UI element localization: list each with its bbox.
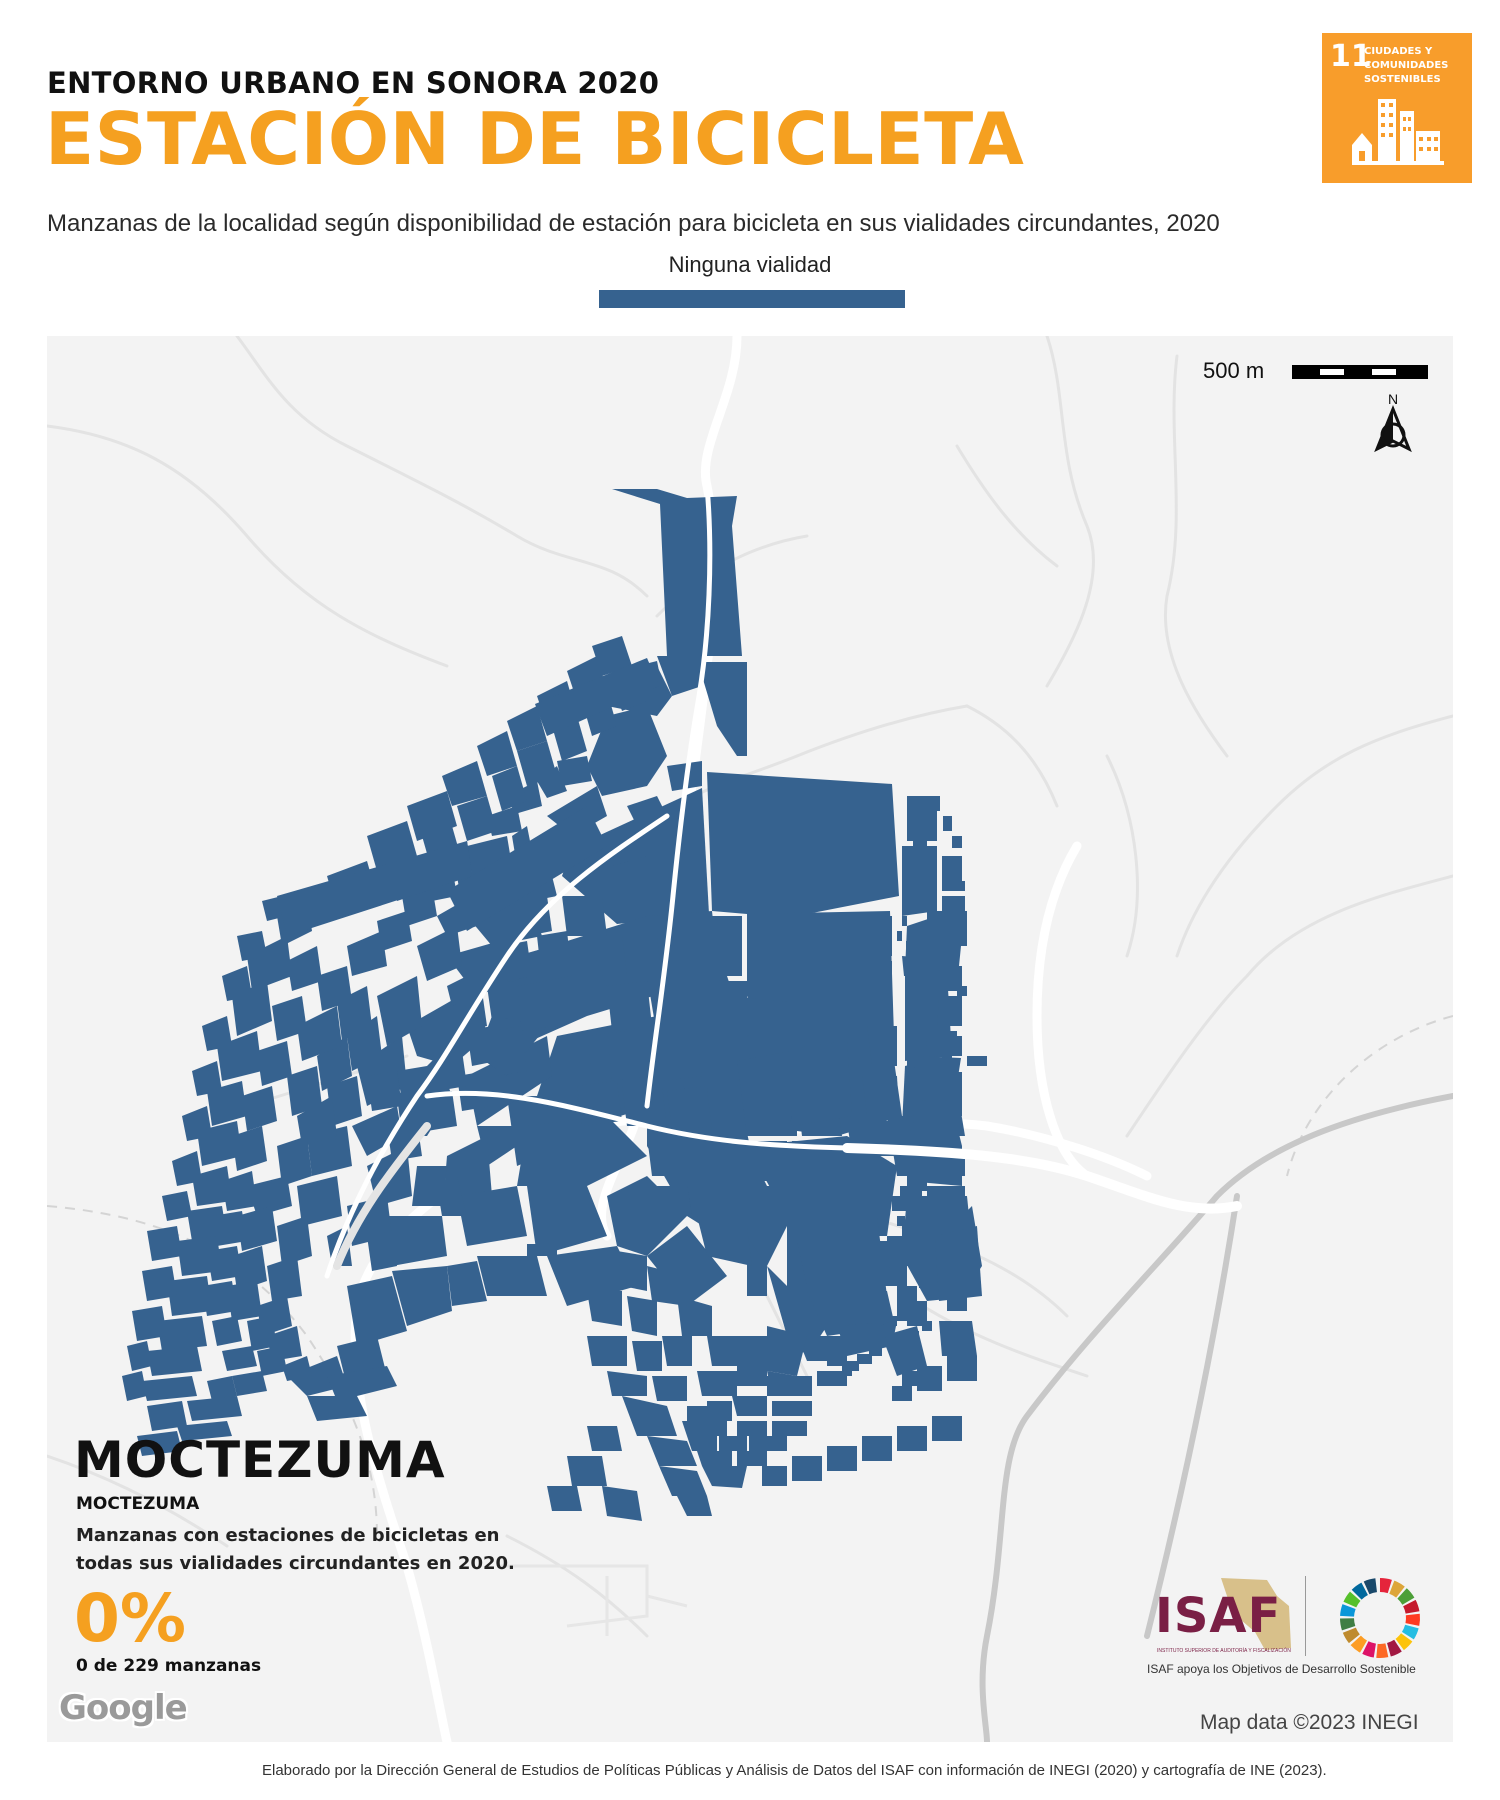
isaf-fullname: INSTITUTO SUPERIOR DE AUDITORÍA Y FISCAL… <box>1157 1648 1291 1654</box>
locality-title: MOCTEZUMA <box>74 1431 446 1489</box>
isaf-tagline: ISAF apoya los Objetivos de Desarrollo S… <box>1147 1662 1416 1676</box>
city-buildings-icon <box>1352 99 1444 165</box>
logo-divider <box>1305 1576 1306 1656</box>
sdg-wheel-icon <box>1340 1578 1420 1658</box>
sdg-number: 11 <box>1330 39 1372 74</box>
locality-map[interactable]: 500 m N MOCTEZUMA MOCTEZUMA Manzanas con… <box>47 336 1453 1742</box>
page-title: ESTACIÓN DE BICICLETA <box>45 97 1025 181</box>
scale-label: 500 m <box>1203 358 1265 383</box>
municipality-name: MOCTEZUMA <box>76 1494 200 1514</box>
sonora-map-icon <box>1221 1578 1291 1650</box>
isaf-wordmark: ISAF <box>1155 1588 1282 1644</box>
legend-label: Ninguna vialidad <box>668 252 832 277</box>
block-count: 0 de 229 manzanas <box>76 1656 262 1676</box>
isaf-logo-block: ISAF INSTITUTO SUPERIOR DE AUDITORÍA Y F… <box>1147 1576 1425 1686</box>
report-kicker: ENTORNO URBANO EN SONORA 2020 <box>47 66 660 100</box>
indicator-description: Manzanas con estaciones de bicicletas en… <box>76 1525 515 1574</box>
north-label: N <box>1388 391 1398 407</box>
legend-swatch <box>599 290 905 308</box>
map-attribution: Map data ©2023 INEGI <box>1200 1711 1419 1734</box>
city-blocks[interactable] <box>122 489 987 1521</box>
footer-credit: Elaborado por la Dirección General de Es… <box>262 1762 1327 1779</box>
scale-bar <box>1292 365 1428 379</box>
page-subtitle: Manzanas de la localidad según disponibi… <box>47 210 1220 237</box>
indicator-percent: 0% <box>74 1580 187 1657</box>
sdg-goal-text: CIUDADES Y COMUNIDADES SOSTENIBLES <box>1364 46 1449 85</box>
map-canvas[interactable] <box>47 336 1453 1742</box>
google-logo: Google <box>59 1688 188 1728</box>
north-arrow-icon: N <box>1374 391 1412 453</box>
sdg-11-badge: 11 CIUDADES Y COMUNIDADES SOSTENIBLES <box>1322 33 1472 183</box>
